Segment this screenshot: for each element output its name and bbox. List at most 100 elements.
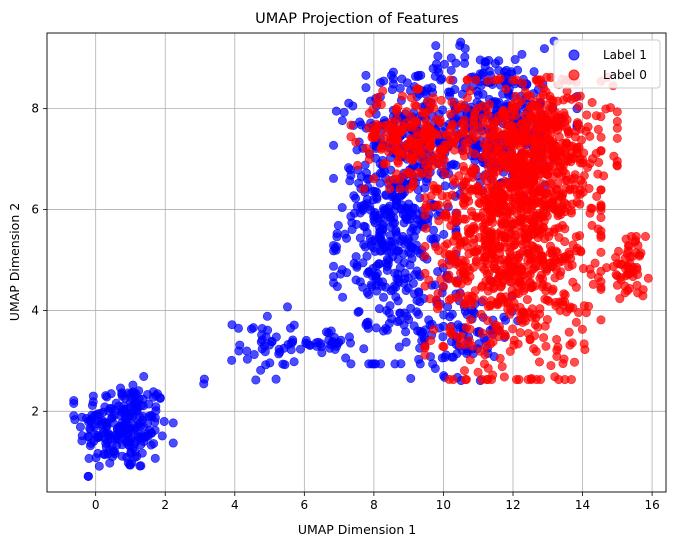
scatter-point [440, 169, 450, 179]
scatter-point [436, 274, 446, 284]
scatter-point [421, 116, 431, 126]
scatter-point [553, 96, 563, 106]
scatter-point [427, 99, 437, 109]
legend-marker-label-1 [568, 49, 580, 61]
scatter-point [515, 328, 525, 338]
scatter-point [151, 402, 161, 412]
scatter-point [278, 359, 288, 369]
scatter-point [558, 359, 568, 369]
scatter-point [419, 108, 429, 118]
scatter-point [361, 70, 371, 80]
scatter-point [537, 256, 547, 266]
scatter-point [551, 122, 561, 132]
scatter-point [446, 65, 456, 75]
scatter-point [433, 304, 443, 314]
scatter-point [387, 117, 397, 127]
legend-marker-label-0 [568, 69, 580, 81]
scatter-point [421, 201, 431, 211]
scatter-point [643, 273, 653, 283]
scatter-point [529, 264, 539, 274]
scatter-point [159, 417, 169, 427]
scatter-point [70, 415, 80, 425]
scatter-point [355, 233, 365, 243]
scatter-point [326, 326, 336, 336]
scatter-point [484, 99, 494, 109]
scatter-point [459, 115, 469, 125]
scatter-point [330, 243, 340, 253]
scatter-point [101, 418, 111, 428]
scatter-point [438, 282, 448, 292]
legend-label-1: Label 1 [603, 48, 647, 62]
scatter-point [398, 209, 408, 219]
scatter-point [274, 344, 284, 354]
scatter-point [433, 288, 443, 298]
scatter-point [575, 91, 585, 101]
scatter-point [580, 345, 590, 355]
scatter-point [427, 161, 437, 171]
scatter-point [535, 125, 545, 135]
scatter-point [431, 233, 441, 243]
scatter-point [393, 156, 403, 166]
scatter-point [421, 223, 431, 233]
scatter-point [551, 205, 561, 215]
x-axis-ticks: 0 2 4 6 8 10 12 14 16 [92, 492, 660, 512]
scatter-point [496, 145, 506, 155]
scatter-point [583, 122, 593, 132]
scatter-point [261, 332, 271, 342]
scatter-point [107, 413, 117, 423]
scatter-point [364, 201, 374, 211]
scatter-point [499, 297, 509, 307]
chart-title: UMAP Projection of Features [255, 11, 459, 27]
scatter-point [329, 173, 339, 183]
scatter-point [474, 232, 484, 242]
scatter-point [467, 291, 477, 301]
scatter-point [517, 49, 527, 59]
scatter-point [420, 210, 430, 220]
scatter-point [450, 215, 460, 225]
scatter-point [399, 320, 409, 330]
scatter-point [371, 323, 381, 333]
scatter-point [354, 306, 364, 316]
scatter-point [437, 353, 447, 363]
scatter-point [396, 236, 406, 246]
scatter-point [439, 342, 449, 352]
scatter-point [498, 110, 508, 120]
scatter-point [497, 362, 507, 372]
scatter-point [592, 191, 602, 201]
scatter-point [584, 301, 594, 311]
y-tick-label: 8 [31, 102, 39, 116]
scatter-point [381, 323, 391, 333]
scatter-point [494, 66, 504, 76]
scatter-point [411, 225, 421, 235]
scatter-point [395, 263, 405, 273]
scatter-point [338, 292, 348, 302]
scatter-point [620, 288, 630, 298]
scatter-point [155, 393, 165, 403]
scatter-point [473, 367, 483, 377]
scatter-point [482, 269, 492, 279]
scatter-point [420, 268, 430, 278]
scatter-point [542, 156, 552, 166]
scatter-point [420, 325, 430, 335]
scatter-point [568, 240, 578, 250]
scatter-point [567, 260, 577, 270]
scatter-point [526, 164, 536, 174]
scatter-point [332, 232, 342, 242]
scatter-point [331, 106, 341, 116]
scatter-point [549, 227, 559, 237]
scatter-point [534, 165, 544, 175]
scatter-point [466, 315, 476, 325]
scatter-point [596, 315, 606, 325]
scatter-point [128, 380, 138, 390]
scatter-point [391, 292, 401, 302]
x-tick-label: 10 [436, 498, 451, 512]
scatter-point [554, 132, 564, 142]
scatter-point [256, 365, 266, 375]
scatter-point [425, 141, 435, 151]
scatter-point [522, 295, 532, 305]
scatter-point [542, 315, 552, 325]
y-tick-label: 4 [31, 303, 39, 317]
scatter-point [473, 244, 483, 254]
scatter-point [520, 175, 530, 185]
scatter-point [596, 132, 606, 142]
